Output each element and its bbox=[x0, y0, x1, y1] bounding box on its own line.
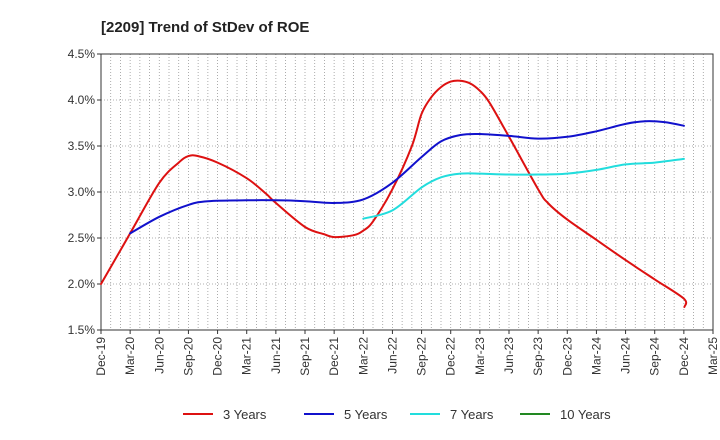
legend-label-10-years: 10 Years bbox=[560, 407, 611, 422]
x-tick-label: Dec-23 bbox=[560, 337, 574, 376]
x-tick-label: Dec-22 bbox=[444, 337, 458, 376]
x-tick-label: Mar-25 bbox=[706, 337, 720, 375]
x-axis: Dec-19 Mar-20 Jun-20 Sep-20 Dec-20 Mar-21 Jun-… bbox=[94, 330, 720, 376]
legend: 3 Years 5 Years 7 Years 10 Years bbox=[183, 407, 611, 422]
x-tick-label: Jun-22 bbox=[385, 337, 399, 374]
x-tick-label: Jun-24 bbox=[619, 337, 633, 374]
x-tick-label: Dec-20 bbox=[211, 337, 225, 376]
series-layer bbox=[100, 79, 688, 308]
y-axis: 1.5% 2.0% 2.5% 3.0% 3.5% 4.0% 4.5% bbox=[68, 47, 101, 337]
x-tick-label: Jun-20 bbox=[152, 337, 166, 374]
legend-label-7-years: 7 Years bbox=[450, 407, 494, 422]
series-line-5-years bbox=[129, 120, 685, 235]
y-tick-label: 2.0% bbox=[68, 277, 96, 291]
x-tick-label: Mar-24 bbox=[589, 337, 603, 375]
legend-label-5-years: 5 Years bbox=[344, 407, 388, 422]
x-tick-label: Mar-20 bbox=[123, 337, 137, 375]
x-tick-label: Dec-21 bbox=[327, 337, 341, 376]
x-tick-label: Dec-24 bbox=[677, 337, 691, 376]
y-tick-label: 3.0% bbox=[68, 185, 96, 199]
chart-title: [2209] Trend of StDev of ROE bbox=[101, 19, 309, 36]
x-tick-label: Mar-23 bbox=[473, 337, 487, 375]
x-tick-label: Mar-21 bbox=[240, 337, 254, 375]
y-tick-label: 4.0% bbox=[68, 93, 96, 107]
legend-label-3-years: 3 Years bbox=[223, 407, 267, 422]
series-line-7-years bbox=[362, 157, 685, 220]
y-tick-label: 2.5% bbox=[68, 231, 96, 245]
x-tick-label: Sep-22 bbox=[415, 337, 429, 376]
y-tick-label: 3.5% bbox=[68, 139, 96, 153]
grid-horizontal bbox=[101, 99, 713, 285]
x-tick-label: Jun-23 bbox=[502, 337, 516, 374]
series-line-3-years bbox=[100, 79, 688, 308]
x-tick-label: Sep-21 bbox=[298, 337, 312, 376]
y-tick-label: 1.5% bbox=[68, 323, 96, 337]
x-tick-label: Sep-20 bbox=[181, 337, 195, 376]
x-tick-label: Sep-24 bbox=[648, 337, 662, 376]
x-tick-label: Dec-19 bbox=[94, 337, 108, 376]
y-tick-label: 4.5% bbox=[68, 47, 96, 61]
x-tick-label: Jun-21 bbox=[269, 337, 283, 374]
x-tick-label: Mar-22 bbox=[356, 337, 370, 375]
x-tick-label: Sep-23 bbox=[531, 337, 545, 376]
